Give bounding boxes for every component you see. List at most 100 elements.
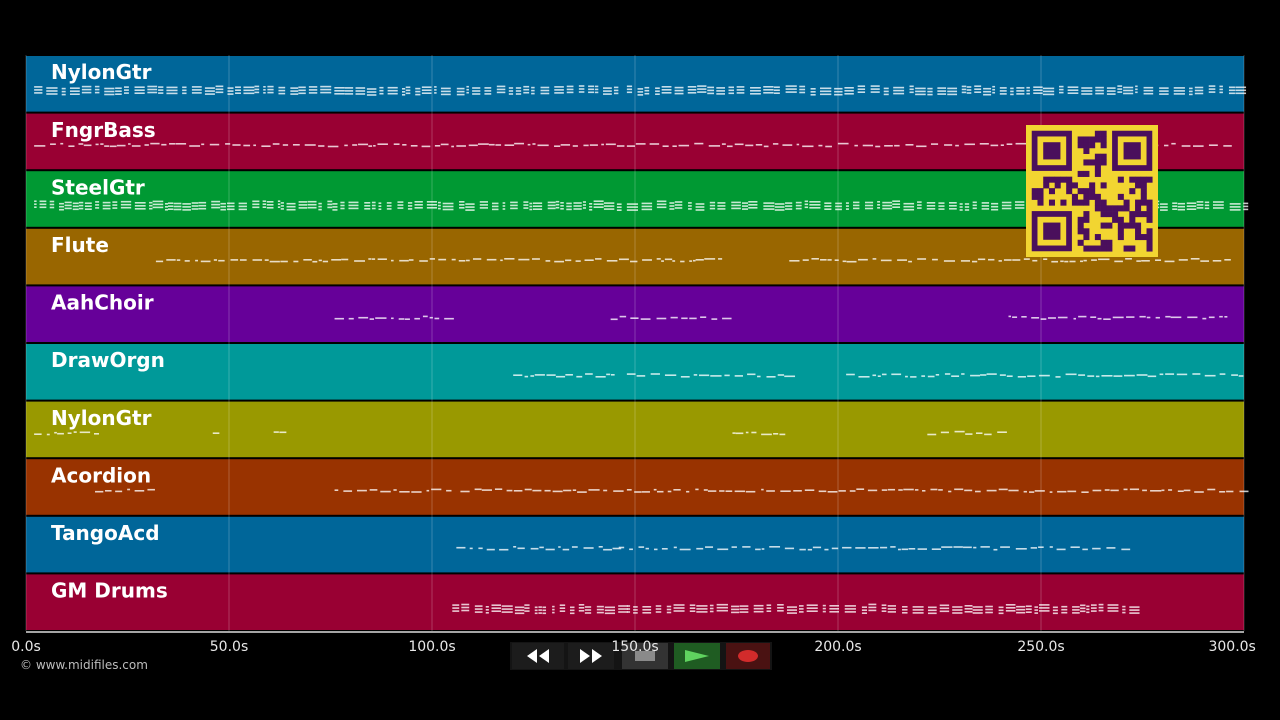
- note: [807, 548, 813, 551]
- note: [633, 606, 638, 608]
- note: [1194, 92, 1204, 95]
- note: [649, 143, 660, 145]
- note: [1243, 205, 1249, 208]
- note: [415, 87, 421, 90]
- note: [559, 604, 566, 606]
- note: [589, 209, 593, 211]
- note: [864, 204, 874, 207]
- note: [318, 202, 322, 205]
- note: [915, 90, 926, 93]
- note: [990, 144, 999, 147]
- note: [763, 208, 775, 210]
- note: [1059, 91, 1064, 94]
- note: [238, 202, 247, 205]
- note: [529, 202, 533, 205]
- note: [344, 144, 348, 147]
- note: [198, 207, 207, 210]
- note: [539, 546, 544, 549]
- note: [972, 201, 977, 204]
- note: [1025, 608, 1032, 610]
- note: [81, 91, 92, 94]
- note: [147, 88, 158, 91]
- note: [421, 92, 432, 94]
- note: [429, 316, 433, 319]
- play-button[interactable]: [674, 643, 720, 669]
- note: [952, 609, 963, 611]
- note: [870, 85, 880, 87]
- note: [695, 203, 705, 205]
- note: [239, 259, 247, 261]
- note: [1057, 316, 1068, 319]
- note: [64, 201, 72, 204]
- note: [1051, 260, 1059, 263]
- note: [1159, 90, 1169, 92]
- note: [893, 89, 905, 92]
- note: [69, 90, 80, 92]
- note: [227, 93, 234, 95]
- note: [466, 85, 469, 88]
- track-row: [26, 56, 1247, 112]
- note: [603, 202, 615, 204]
- rewind-button[interactable]: [512, 643, 564, 669]
- note: [939, 607, 950, 610]
- note: [308, 86, 318, 88]
- note: [298, 207, 308, 209]
- note: [595, 258, 602, 260]
- note: [820, 87, 832, 90]
- note: [69, 87, 80, 89]
- note: [613, 89, 619, 92]
- note: [868, 547, 879, 549]
- note: [626, 611, 631, 613]
- note: [431, 488, 442, 491]
- note: [371, 207, 376, 210]
- note: [644, 89, 650, 92]
- note: [998, 609, 1004, 612]
- note: [927, 93, 933, 96]
- note: [195, 259, 198, 262]
- note: [944, 144, 953, 146]
- track-row: [26, 459, 1249, 515]
- note: [278, 86, 286, 89]
- note: [261, 145, 271, 147]
- note: [220, 205, 226, 208]
- note: [442, 202, 454, 205]
- note: [278, 92, 286, 95]
- note: [340, 201, 345, 204]
- note: [736, 92, 745, 94]
- note: [95, 204, 100, 206]
- fast-forward-button[interactable]: [568, 643, 614, 669]
- note: [496, 88, 506, 91]
- note: [191, 89, 202, 91]
- note: [491, 205, 499, 208]
- note: [777, 374, 785, 376]
- note: [46, 433, 50, 436]
- note: [999, 90, 1007, 92]
- note: [290, 93, 299, 95]
- note: [811, 258, 819, 260]
- note: [120, 203, 132, 206]
- note: [1095, 86, 1104, 89]
- note: [1072, 609, 1080, 611]
- note: [1006, 143, 1013, 145]
- note: [661, 89, 672, 91]
- note: [827, 259, 832, 261]
- note: [898, 489, 903, 491]
- note: [334, 93, 345, 95]
- note: [1017, 376, 1026, 378]
- note: [254, 85, 260, 88]
- note: [983, 87, 992, 90]
- note: [366, 91, 377, 93]
- note: [732, 432, 736, 434]
- note: [881, 373, 887, 376]
- stop-button[interactable]: [622, 643, 668, 669]
- note: [966, 86, 972, 88]
- note: [34, 89, 43, 91]
- note: [1122, 605, 1126, 608]
- qr-code-icon[interactable]: [1026, 125, 1158, 257]
- note: [426, 207, 437, 209]
- record-button[interactable]: [726, 643, 770, 669]
- note: [926, 205, 936, 207]
- note: [547, 201, 556, 204]
- note: [104, 87, 115, 90]
- note: [693, 374, 698, 376]
